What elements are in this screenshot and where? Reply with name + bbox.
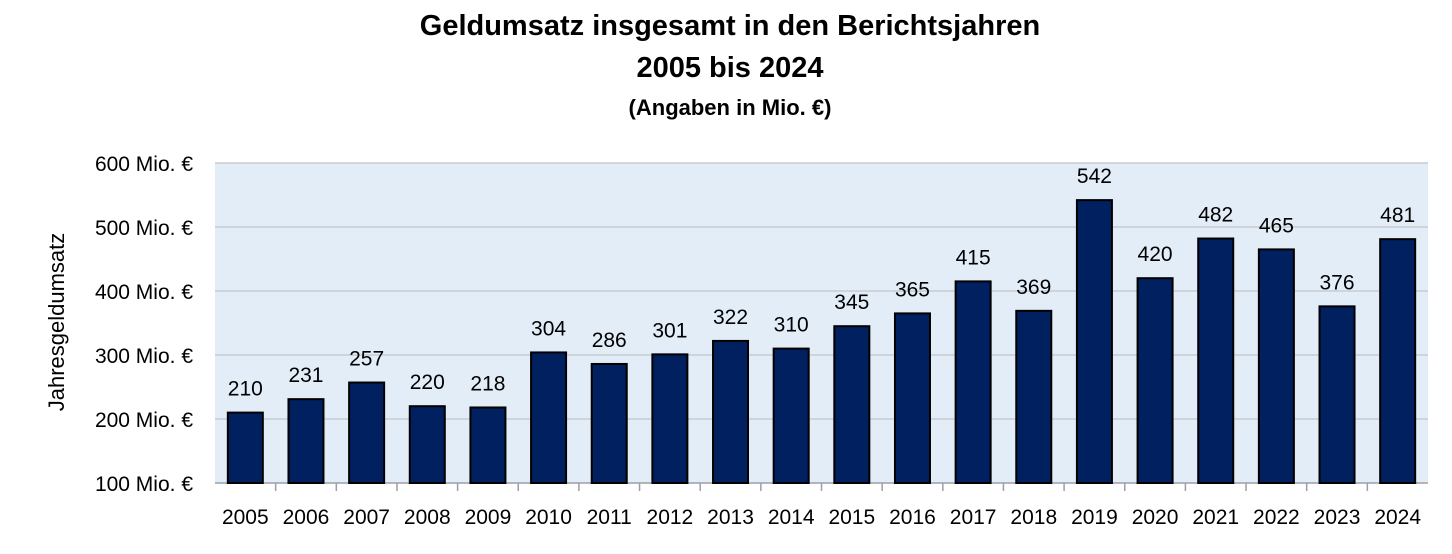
value-label: 482 xyxy=(1198,204,1233,227)
value-label: 322 xyxy=(713,306,748,329)
chart-title-line2: 2005 bis 2024 xyxy=(636,52,824,84)
x-tick-label: 2010 xyxy=(525,506,572,529)
y-tick-label: 300 Mio. € xyxy=(95,345,193,368)
y-tick-label: 400 Mio. € xyxy=(95,281,193,304)
y-tick-label: 600 Mio. € xyxy=(95,153,193,176)
y-tick-label: 200 Mio. € xyxy=(95,409,193,432)
value-label: 542 xyxy=(1077,165,1112,188)
x-tick-label: 2008 xyxy=(404,506,451,529)
bar xyxy=(348,381,386,484)
value-label: 420 xyxy=(1138,243,1173,266)
x-tick-label: 2006 xyxy=(283,506,330,529)
bar xyxy=(408,405,446,485)
y-axis-label: Jahresgeldumsatz xyxy=(44,233,69,412)
value-label: 365 xyxy=(895,278,930,301)
value-label: 286 xyxy=(592,329,627,352)
x-tick-label: 2021 xyxy=(1192,506,1239,529)
x-tick-label: 2020 xyxy=(1132,506,1179,529)
bar xyxy=(651,353,689,484)
value-label: 210 xyxy=(228,378,263,401)
plot-area xyxy=(215,163,1428,483)
value-labels: 210 231 257 220 218 304 286 301 322 310 345 365 415 3… xyxy=(228,165,1415,400)
value-label: 465 xyxy=(1259,214,1294,237)
value-label: 304 xyxy=(531,317,566,340)
y-tick-labels: 100 Mio. € 200 Mio. € 300 Mio. € 400 Mio. €… xyxy=(95,153,193,496)
x-tick-label: 2005 xyxy=(222,506,269,529)
bar xyxy=(772,347,810,484)
x-tick-label: 2023 xyxy=(1314,506,1361,529)
x-tick-label: 2016 xyxy=(889,506,936,529)
x-tick-label: 2022 xyxy=(1253,506,1300,529)
value-label: 481 xyxy=(1380,204,1415,227)
bar xyxy=(1075,199,1113,484)
x-tick-label: 2017 xyxy=(950,506,997,529)
value-label: 415 xyxy=(956,246,991,269)
value-label: 310 xyxy=(774,314,809,337)
x-tick-label: 2012 xyxy=(647,506,694,529)
bar xyxy=(469,406,507,485)
bar xyxy=(530,351,568,484)
bars xyxy=(226,199,1417,485)
x-tick-label: 2013 xyxy=(707,506,754,529)
value-label: 301 xyxy=(652,319,687,342)
value-label: 231 xyxy=(288,364,323,387)
bar xyxy=(954,280,992,484)
bar xyxy=(1197,237,1235,484)
x-tick-label: 2014 xyxy=(768,506,815,529)
bar xyxy=(1379,238,1417,484)
x-tick-label: 2015 xyxy=(828,506,875,529)
bar xyxy=(590,362,628,484)
bar xyxy=(833,325,871,485)
bar xyxy=(1318,305,1356,484)
value-label: 220 xyxy=(410,371,445,394)
x-tick-label: 2024 xyxy=(1374,506,1421,529)
value-label: 218 xyxy=(470,372,505,395)
y-tick-label: 100 Mio. € xyxy=(95,473,193,496)
bar xyxy=(1136,277,1174,485)
x-tick-label: 2011 xyxy=(587,506,632,529)
bar xyxy=(226,411,264,485)
value-label: 369 xyxy=(1016,276,1051,299)
x-tick-labels: 2005 2006 2007 2008 2009 2010 2011 2012 2013 2014… xyxy=(222,506,1421,529)
chart-subtitle: (Angaben in Mio. €) xyxy=(628,95,832,120)
bar xyxy=(712,339,750,485)
bar xyxy=(1015,309,1053,484)
bar xyxy=(287,398,325,484)
value-label: 257 xyxy=(349,348,384,371)
x-tick-label: 2007 xyxy=(343,506,390,529)
x-tick-label: 2009 xyxy=(465,506,512,529)
y-tick-label: 500 Mio. € xyxy=(95,217,193,240)
x-tick-label: 2018 xyxy=(1010,506,1057,529)
value-label: 376 xyxy=(1320,271,1355,294)
value-label: 345 xyxy=(834,291,869,314)
chart-title: Geldumsatz insgesamt in den Berichtsjahr… xyxy=(419,10,1041,42)
bar xyxy=(893,312,931,484)
bar xyxy=(1257,248,1295,484)
x-tick-label: 2019 xyxy=(1071,506,1118,529)
